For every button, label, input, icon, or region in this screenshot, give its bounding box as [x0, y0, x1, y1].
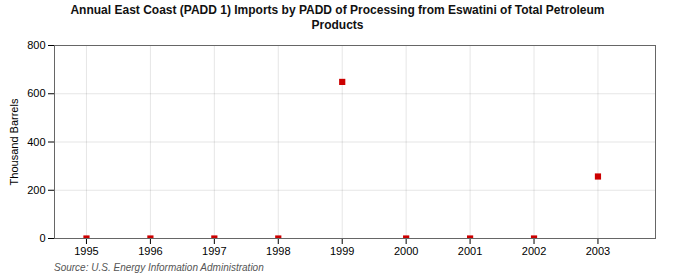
svg-text:200: 200 — [27, 184, 45, 196]
svg-text:2002: 2002 — [522, 245, 546, 257]
svg-text:1997: 1997 — [202, 245, 226, 257]
svg-text:0: 0 — [39, 232, 45, 244]
svg-text:1999: 1999 — [330, 245, 354, 257]
svg-text:1998: 1998 — [266, 245, 290, 257]
svg-text:400: 400 — [27, 136, 45, 148]
svg-text:2003: 2003 — [586, 245, 610, 257]
svg-text:600: 600 — [27, 87, 45, 99]
html-text:Source: U.S. Energy Informatio: Source: U.S. Energy Information Administ… — [54, 262, 264, 273]
svg-text:1996: 1996 — [138, 245, 162, 257]
svg-text:1995: 1995 — [74, 245, 98, 257]
svg-text:Thousand Barrels: Thousand Barrels — [8, 98, 20, 185]
svg-text:2000: 2000 — [394, 245, 418, 257]
svg-text:800: 800 — [27, 39, 45, 51]
svg-text:2001: 2001 — [458, 245, 482, 257]
html-text:Annual East Coast (PADD 1) Imp: Annual East Coast (PADD 1) Imports by PA… — [70, 3, 605, 32]
